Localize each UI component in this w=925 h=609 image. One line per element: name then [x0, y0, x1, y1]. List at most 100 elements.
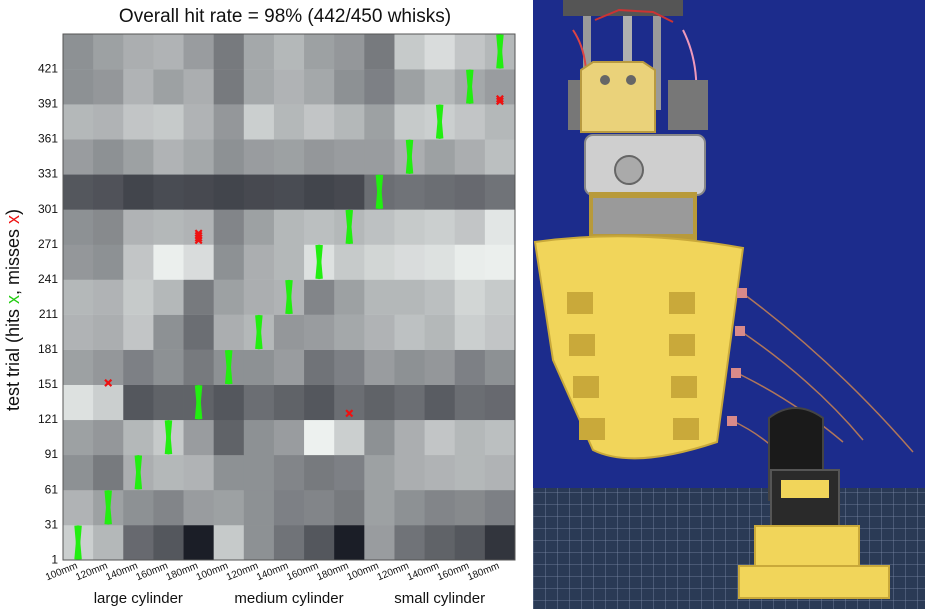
- hit-run: [405, 139, 414, 174]
- hit-rate-chart: Overall hit rate = 98% (442/450 whisks) …: [3, 6, 516, 607]
- heatmap-cell: [273, 525, 305, 561]
- miss-marker: [345, 409, 354, 418]
- y-tick-label: 31: [45, 517, 59, 531]
- heatmap-cell: [243, 454, 275, 491]
- heatmap-cell: [243, 34, 275, 70]
- hit-run: [466, 69, 474, 104]
- heatmap-cell: [304, 419, 335, 456]
- heatmap-cell: [424, 489, 456, 526]
- heatmap-cell: [454, 454, 486, 491]
- heatmap-cell: [364, 314, 395, 350]
- heatmap-cell: [424, 69, 456, 105]
- heatmap-cell: [334, 139, 365, 175]
- heatmap-cell: [334, 349, 365, 385]
- heatmap-cell: [213, 34, 245, 70]
- heatmap-cell: [93, 419, 124, 456]
- heatmap-cell: [334, 419, 365, 456]
- heatmap-cell: [93, 244, 124, 280]
- heatmap-cell: [364, 139, 395, 175]
- heatmap-cell: [454, 279, 486, 315]
- heatmap-cell: [273, 384, 305, 421]
- heatmap-cell: [334, 279, 365, 315]
- heatmap-cell: [123, 419, 154, 456]
- x-tick-label: 140mm: [104, 561, 139, 584]
- y-axis-label: test trial (hits x, misses x): [3, 209, 23, 411]
- heatmap-cell: [183, 139, 215, 175]
- heatmap-cell: [304, 209, 335, 245]
- heatmap-cell: [424, 279, 456, 315]
- heatmap-cell: [454, 104, 486, 140]
- heatmap-cell: [273, 454, 305, 491]
- heatmap-cell: [93, 279, 124, 315]
- heatmap-cell: [304, 384, 335, 421]
- heatmap-cell: [123, 104, 154, 140]
- heatmap-cell: [484, 489, 516, 526]
- heatmap-cell: [243, 349, 275, 385]
- heatmap-cell: [153, 489, 184, 526]
- heatmap-cell: [63, 279, 94, 315]
- heatmap-cell: [273, 104, 305, 140]
- heatmap-cell: [213, 244, 245, 280]
- heatmap-cell: [364, 489, 395, 526]
- chart-title: Overall hit rate = 98% (442/450 whisks): [119, 6, 451, 27]
- heatmap-cell: [394, 314, 425, 350]
- heatmap-cell: [364, 349, 395, 385]
- heatmap-cell: [273, 349, 305, 385]
- heatmap-cell: [123, 279, 154, 315]
- heatmap-cell: [394, 384, 425, 421]
- x-tick-label: 120mm: [376, 561, 411, 584]
- heatmap-cell: [334, 69, 365, 105]
- x-tick-label: 180mm: [315, 561, 350, 584]
- heatmap-cell: [63, 34, 94, 70]
- hit-run: [315, 244, 323, 280]
- heatmap-cell: [454, 525, 486, 561]
- miss-marker: [495, 97, 504, 106]
- heatmap-cell: [424, 419, 456, 456]
- heatmap-cell: [394, 244, 425, 280]
- heatmap-cell: [394, 174, 425, 210]
- heatmap-cell: [484, 525, 516, 561]
- heatmap-cell: [304, 174, 335, 210]
- heatmap-cell: [484, 349, 516, 385]
- heatmap-cell: [93, 349, 124, 385]
- heatmap-cell: [183, 349, 215, 385]
- heatmap-cell: [304, 104, 335, 140]
- heatmap-cell: [364, 34, 395, 70]
- heatmap-cell: [153, 384, 184, 421]
- heatmap-cell: [213, 454, 245, 491]
- hit-run: [496, 34, 504, 69]
- hit-run: [285, 279, 293, 315]
- x-tick-label: 100mm: [195, 561, 230, 584]
- heatmap-cell: [153, 525, 184, 561]
- heatmap-cell: [424, 244, 456, 280]
- heatmap-cell: [424, 454, 456, 491]
- y-tick-label: 151: [38, 377, 58, 391]
- heatmap-cell: [364, 69, 395, 105]
- heatmap-cell: [183, 489, 215, 526]
- heatmap-cell: [63, 454, 94, 491]
- heatmap-cell: [273, 34, 305, 70]
- heatmap-cell: [484, 384, 516, 421]
- heatmap-cell: [484, 454, 516, 491]
- heatmap-cell: [123, 349, 154, 385]
- heatmap-cell: [213, 174, 245, 210]
- heatmap-cell: [454, 209, 486, 245]
- heatmap-cell: [454, 384, 486, 421]
- heatmap-cell: [153, 174, 184, 210]
- heatmap-cell: [454, 349, 486, 385]
- heatmap-cell: [93, 384, 124, 421]
- y-tick-label: 91: [45, 447, 59, 461]
- x-tick-label: 180mm: [466, 561, 501, 584]
- heatmap-cell: [183, 454, 215, 491]
- heatmap-cell: [183, 314, 215, 350]
- heatmap-cell: [213, 69, 245, 105]
- heatmap-cell: [243, 419, 275, 456]
- miss-marker: [194, 229, 203, 238]
- heatmap-cell: [364, 384, 395, 421]
- heatmap-cell: [183, 104, 215, 140]
- heatmap-cell: [93, 34, 124, 70]
- heatmap-cell: [183, 69, 215, 105]
- heatmap-cell: [153, 139, 184, 175]
- heatmap-cell: [484, 209, 516, 245]
